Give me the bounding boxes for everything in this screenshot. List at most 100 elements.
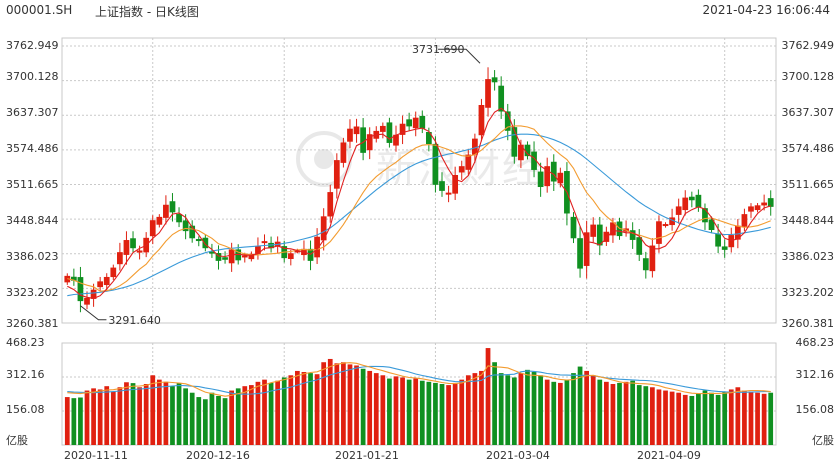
candle-body bbox=[103, 276, 110, 286]
candle-body bbox=[728, 235, 735, 248]
volume-bar bbox=[321, 362, 327, 445]
candle-body bbox=[163, 204, 169, 218]
price-axis-left-8: 3260.381 bbox=[6, 317, 59, 330]
x-tick-label-2: 2021-01-21 bbox=[335, 449, 399, 462]
x-tick-label-0: 2020-11-11 bbox=[64, 449, 128, 462]
volume-bar bbox=[459, 379, 465, 445]
volume-bar bbox=[472, 373, 478, 445]
candle-body bbox=[439, 181, 445, 191]
volume-bar bbox=[268, 382, 274, 445]
candle-body bbox=[136, 250, 143, 253]
price-axis-left-6: 3386.023 bbox=[6, 250, 59, 263]
volume-bar bbox=[439, 384, 445, 445]
price-axis-right-3: 3574.486 bbox=[781, 142, 835, 155]
volume-bar bbox=[709, 392, 714, 445]
update-time: 2021-04-23 16:06:44 bbox=[702, 3, 830, 17]
price-axis-right-5: 3448.844 bbox=[781, 214, 835, 227]
candle-body bbox=[695, 194, 702, 208]
candle-body bbox=[583, 232, 590, 266]
ma10-line bbox=[67, 125, 771, 292]
volume-bar bbox=[242, 386, 248, 445]
volume-unit-left: 亿股 bbox=[6, 434, 28, 447]
volume-bar bbox=[78, 397, 83, 445]
volume-axis-right-0: 468.23 bbox=[795, 336, 835, 349]
volume-bar bbox=[202, 399, 208, 445]
volume-bar bbox=[551, 381, 557, 445]
volume-bar bbox=[150, 375, 156, 445]
volume-bar bbox=[742, 390, 747, 445]
candle-body bbox=[570, 216, 577, 239]
volume-ma10-line bbox=[67, 365, 771, 395]
volume-bar bbox=[295, 370, 300, 445]
volume-bar bbox=[413, 378, 419, 445]
price-axis-right-6: 3386.023 bbox=[781, 250, 835, 263]
candle-body bbox=[97, 281, 104, 288]
candle-body bbox=[472, 138, 478, 155]
volume-bar bbox=[610, 384, 616, 445]
candle-body bbox=[222, 257, 228, 260]
volume-bar bbox=[104, 386, 110, 445]
volume-bar bbox=[130, 383, 136, 445]
volume-bar bbox=[722, 391, 728, 445]
volume-bar bbox=[137, 387, 142, 445]
candle-body bbox=[215, 253, 222, 261]
candle-body bbox=[110, 267, 117, 278]
volume-bar bbox=[485, 348, 491, 445]
volume-bar bbox=[505, 375, 511, 445]
volume-bar bbox=[124, 382, 129, 445]
candle-body bbox=[241, 255, 248, 258]
candle-body bbox=[399, 123, 406, 135]
candle-body bbox=[248, 253, 255, 260]
candle-body bbox=[642, 258, 649, 271]
candle-body bbox=[656, 221, 662, 244]
volume-ma5-line bbox=[67, 362, 771, 397]
candle-body bbox=[761, 202, 768, 206]
volume-bar bbox=[492, 362, 497, 445]
candle-body bbox=[123, 240, 130, 255]
volume-axis-left-2: 156.08 bbox=[6, 403, 45, 416]
volume-bar bbox=[597, 379, 603, 445]
candle-body bbox=[425, 132, 432, 145]
volume-bar bbox=[531, 372, 537, 445]
volume-bar bbox=[544, 379, 550, 445]
volume-bar bbox=[341, 362, 346, 445]
volume-bar bbox=[636, 385, 642, 445]
volume-bar bbox=[584, 370, 590, 445]
price-axis-left-3: 3574.486 bbox=[6, 142, 59, 155]
candle-body bbox=[228, 249, 235, 264]
candle-body bbox=[202, 237, 209, 249]
low-annotation-leader bbox=[80, 305, 107, 321]
candle-body bbox=[353, 126, 360, 135]
candle-body bbox=[590, 224, 597, 237]
volume-bar bbox=[91, 388, 96, 445]
volume-bar bbox=[669, 391, 675, 445]
price-axis-right-7: 3323.202 bbox=[781, 286, 835, 299]
candle-body bbox=[610, 222, 616, 236]
candle-body bbox=[682, 197, 689, 211]
volume-bar bbox=[170, 386, 175, 445]
volume-bar bbox=[380, 375, 386, 445]
candle-body bbox=[169, 201, 176, 213]
stock-code: 000001.SH bbox=[6, 3, 73, 17]
volume-bar bbox=[643, 386, 649, 445]
volume-bar bbox=[728, 389, 734, 445]
candle-body bbox=[688, 196, 695, 201]
volume-bar bbox=[387, 378, 392, 445]
candle-body bbox=[741, 214, 748, 227]
candle-body bbox=[412, 117, 419, 129]
volume-axis-right-1: 312.16 bbox=[795, 368, 835, 381]
volume-bar bbox=[557, 382, 563, 445]
volume-bar bbox=[222, 398, 228, 445]
candle-body bbox=[485, 79, 491, 108]
volume-bar bbox=[301, 372, 307, 445]
candle-body bbox=[156, 216, 163, 225]
candle-body bbox=[511, 127, 518, 157]
candle-body bbox=[754, 205, 761, 211]
volume-bar bbox=[446, 385, 451, 445]
volume-bar bbox=[110, 391, 116, 445]
volume-bar bbox=[334, 363, 340, 445]
chart-header: 000001.SH 上证指数 - 日K线图 2021-04-23 16:06:4… bbox=[0, 0, 840, 22]
volume-bar bbox=[176, 382, 182, 445]
price-axis-right-4: 3511.665 bbox=[781, 178, 835, 191]
